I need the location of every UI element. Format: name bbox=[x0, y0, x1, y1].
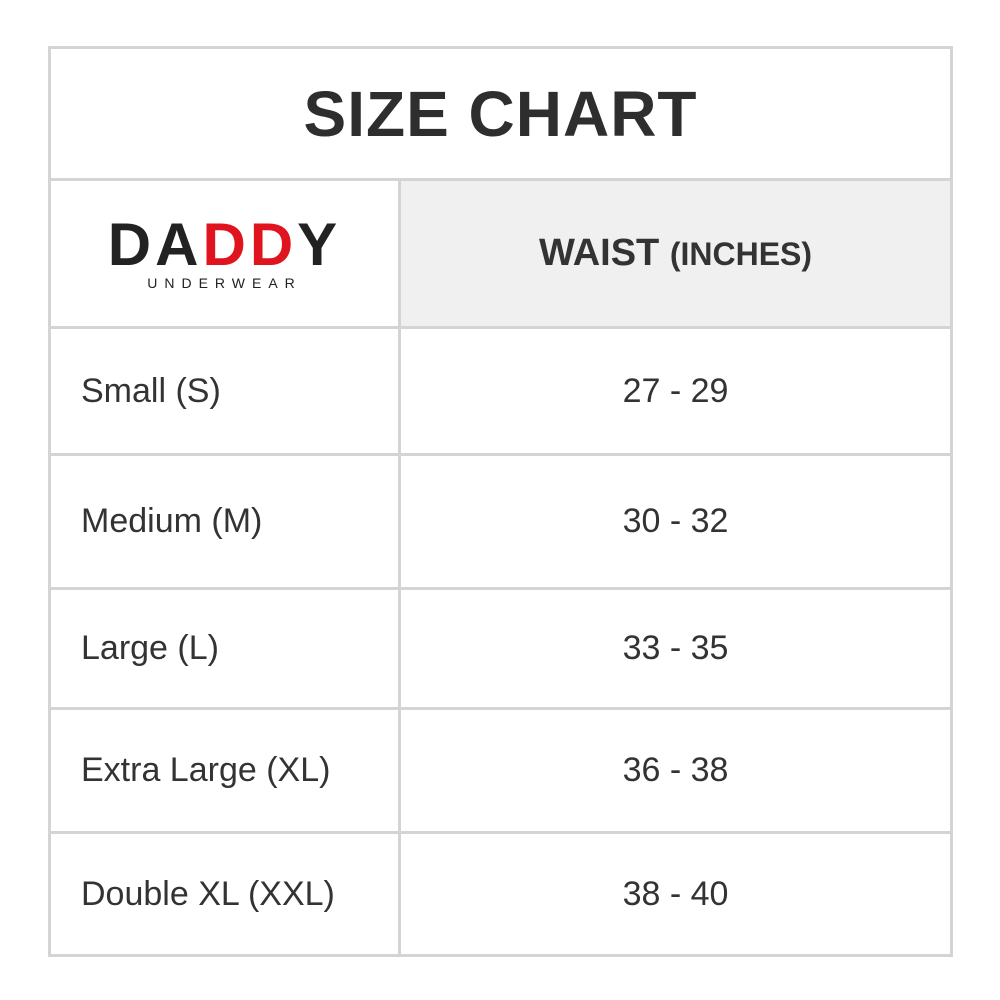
waist-header: WAIST (INCHES) bbox=[398, 178, 953, 329]
size-row: Large (L) 33 - 35 bbox=[48, 587, 953, 710]
size-table: SIZE CHART DADDY UNDERWEAR WAIST (INCHES… bbox=[48, 46, 953, 957]
logo-tagline: UNDERWEAR bbox=[147, 274, 302, 291]
size-name: Medium (M) bbox=[48, 453, 401, 590]
header-row: DADDY UNDERWEAR WAIST (INCHES) bbox=[48, 178, 953, 329]
size-name: Large (L) bbox=[48, 587, 401, 710]
header-unit: (INCHES) bbox=[669, 236, 813, 272]
waist-range: 36 - 38 bbox=[398, 707, 953, 834]
waist-range: 27 - 29 bbox=[398, 326, 953, 456]
size-name: Small (S) bbox=[48, 326, 401, 456]
waist-range: 30 - 32 bbox=[398, 453, 953, 590]
size-row: Double XL (XXL) 38 - 40 bbox=[48, 831, 953, 957]
size-row: Extra Large (XL) 36 - 38 bbox=[48, 707, 953, 834]
title-row: SIZE CHART bbox=[48, 46, 953, 181]
header-label: WAIST bbox=[538, 232, 660, 274]
size-row: Medium (M) 30 - 32 bbox=[48, 453, 953, 590]
logo-brand: DADDY bbox=[107, 210, 342, 278]
waist-range: 38 - 40 bbox=[398, 831, 953, 957]
size-name: Double XL (XXL) bbox=[48, 831, 401, 957]
waist-range: 33 - 35 bbox=[398, 587, 953, 710]
logo: DADDY UNDERWEAR bbox=[48, 178, 401, 329]
size-name: Extra Large (XL) bbox=[48, 707, 401, 834]
size-row: Small (S) 27 - 29 bbox=[48, 326, 953, 456]
title: SIZE CHART bbox=[48, 46, 953, 181]
